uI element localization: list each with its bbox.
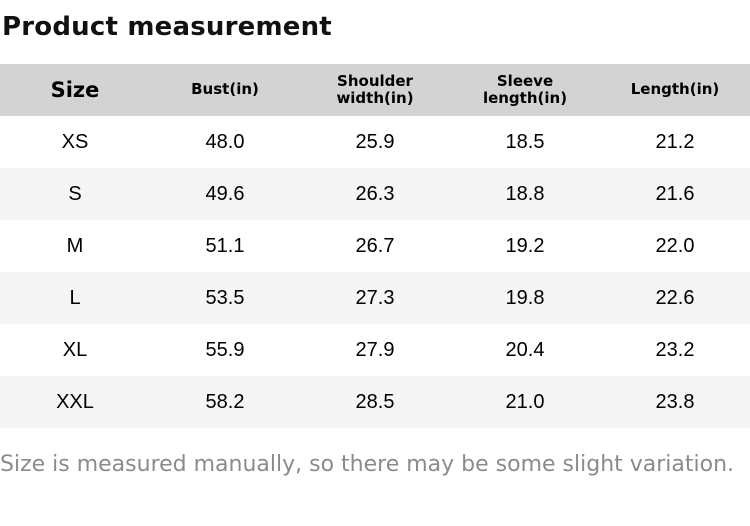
table-row: XS 48.0 25.9 18.5 21.2	[0, 116, 750, 168]
size-label: XS	[61, 130, 89, 153]
table-row: L 53.5 27.3 19.8 22.6	[0, 272, 750, 324]
size-label: XL	[62, 338, 88, 361]
measurement-disclaimer-note: Size is measured manually, so there may …	[0, 452, 735, 477]
length-value: 21.6	[655, 182, 695, 205]
sleeve-length-value: 20.4	[505, 338, 545, 361]
size-label: L	[69, 286, 81, 309]
table-header-row: Size Bust(in) Shoulder width(in) Sleeve …	[0, 64, 750, 116]
bust-value: 58.2	[205, 390, 245, 413]
shoulder-width-value: 26.3	[355, 182, 395, 205]
page-title: Product measurement	[2, 12, 332, 42]
column-header-bust: Bust(in)	[150, 64, 300, 116]
sleeve-length-value: 18.8	[505, 182, 545, 205]
size-label: M	[66, 234, 84, 257]
length-value: 22.0	[655, 234, 695, 257]
bust-value: 48.0	[205, 130, 245, 153]
length-value: 23.2	[655, 338, 695, 361]
column-header-length: Length(in)	[600, 64, 750, 116]
size-measurement-table: Size Bust(in) Shoulder width(in) Sleeve …	[0, 64, 750, 428]
sleeve-length-value: 19.2	[505, 234, 545, 257]
length-value: 23.8	[655, 390, 695, 413]
sleeve-length-value: 21.0	[505, 390, 545, 413]
size-label: S	[68, 182, 82, 205]
shoulder-width-value: 27.9	[355, 338, 395, 361]
sleeve-length-value: 19.8	[505, 286, 545, 309]
table-row: M 51.1 26.7 19.2 22.0	[0, 220, 750, 272]
table-row: XXL 58.2 28.5 21.0 23.8	[0, 376, 750, 428]
column-header-shoulder-width: Shoulder width(in)	[300, 64, 450, 116]
size-label: XXL	[56, 390, 94, 413]
bust-value: 51.1	[205, 234, 245, 257]
shoulder-width-value: 27.3	[355, 286, 395, 309]
shoulder-width-value: 28.5	[355, 390, 395, 413]
column-header-sleeve-length: Sleeve length(in)	[450, 64, 600, 116]
sleeve-length-value: 18.5	[505, 130, 545, 153]
table-row: XL 55.9 27.9 20.4 23.2	[0, 324, 750, 376]
bust-value: 53.5	[205, 286, 245, 309]
length-value: 22.6	[655, 286, 695, 309]
shoulder-width-value: 25.9	[355, 130, 395, 153]
length-value: 21.2	[655, 130, 695, 153]
table-row: S 49.6 26.3 18.8 21.6	[0, 168, 750, 220]
bust-value: 55.9	[205, 338, 245, 361]
column-header-size: Size	[0, 64, 150, 116]
bust-value: 49.6	[205, 182, 245, 205]
shoulder-width-value: 26.7	[355, 234, 395, 257]
